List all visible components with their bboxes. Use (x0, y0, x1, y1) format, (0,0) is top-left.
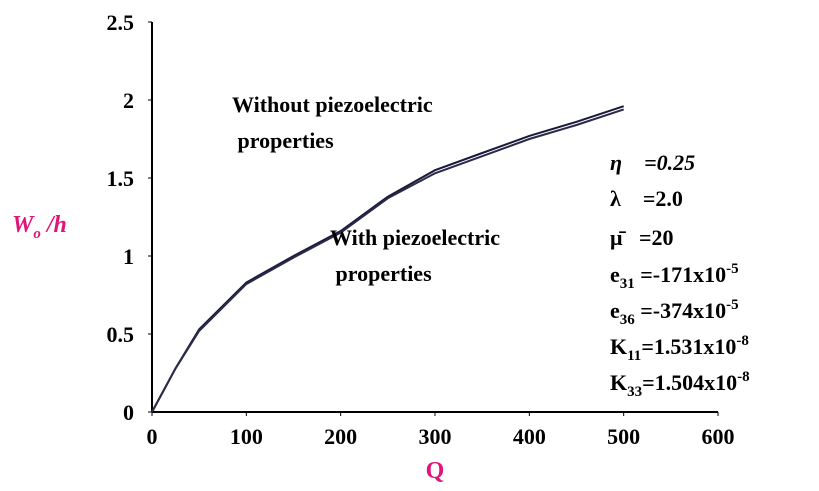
y-tick-label: 0.5 (107, 322, 135, 347)
x-tick-label: 300 (419, 424, 452, 449)
parameter: K11=1.531x10-8 (610, 333, 749, 364)
annotation: properties (330, 261, 432, 286)
parameter-sub: 31 (620, 276, 635, 292)
parameter-base: η (610, 150, 622, 175)
parameter-sub: 36 (620, 312, 636, 328)
parameter-sup: -5 (726, 261, 739, 277)
annotation: With piezoelectric (330, 225, 500, 250)
parameter-sub: 33 (627, 384, 642, 400)
y-tick-label: 2.5 (107, 10, 135, 35)
parameter-base: μ̄ (610, 225, 626, 250)
parameter-text: =1.504x10 (642, 370, 737, 395)
parameter-text: =2.0 (621, 186, 683, 211)
parameter-base: e (610, 298, 620, 323)
y-axis-label-sub: o (33, 226, 41, 242)
line (151, 105, 625, 413)
parameter: λ =2.0 (610, 186, 683, 211)
parameter: K33=1.504x10-8 (610, 369, 750, 400)
parameter-sup: -8 (737, 369, 750, 385)
y-axis-label-base: W (12, 212, 35, 238)
x-tick-label: 200 (324, 424, 357, 449)
y-tick-label: 0 (123, 400, 134, 425)
x-axis-label: Q (426, 458, 445, 484)
parameter-sup: -5 (726, 297, 739, 313)
parameter-base: e (610, 262, 620, 287)
x-tick-label: 600 (702, 424, 735, 449)
parameter-text: =0.25 (622, 150, 695, 175)
parameter: η =0.25 (610, 150, 695, 175)
parameter: e36 =-374x10-5 (610, 297, 739, 328)
x-tick-label: 400 (513, 424, 546, 449)
parameter-text: =20 (622, 225, 673, 250)
x-tick-label: 0 (147, 424, 158, 449)
parameter-sub: 11 (627, 348, 641, 364)
y-tick-label: 1 (123, 244, 134, 269)
annotation: Without piezoelectric (232, 92, 433, 117)
parameter-base: λ (610, 186, 621, 211)
y-axis-label: Wo /h (12, 212, 67, 242)
y-tick-label: 1.5 (107, 166, 135, 191)
y-axis-label-text: /h (41, 212, 67, 238)
parameter-text: =1.531x10 (641, 334, 736, 359)
line (151, 108, 625, 413)
x-tick-label: 100 (230, 424, 263, 449)
parameter-base: K (610, 334, 627, 359)
parameter-sup: -8 (736, 333, 749, 349)
x-tick-label: 500 (607, 424, 640, 449)
annotation: properties (232, 128, 334, 153)
y-tick-label: 2 (123, 88, 134, 113)
parameter-text: =-374x10 (635, 298, 726, 323)
parameter: e31 =-171x10-5 (610, 261, 739, 292)
parameter-base: K (610, 370, 627, 395)
parameter-text: =-171x10 (635, 262, 726, 287)
parameter: μ̄ =20 (610, 225, 674, 250)
